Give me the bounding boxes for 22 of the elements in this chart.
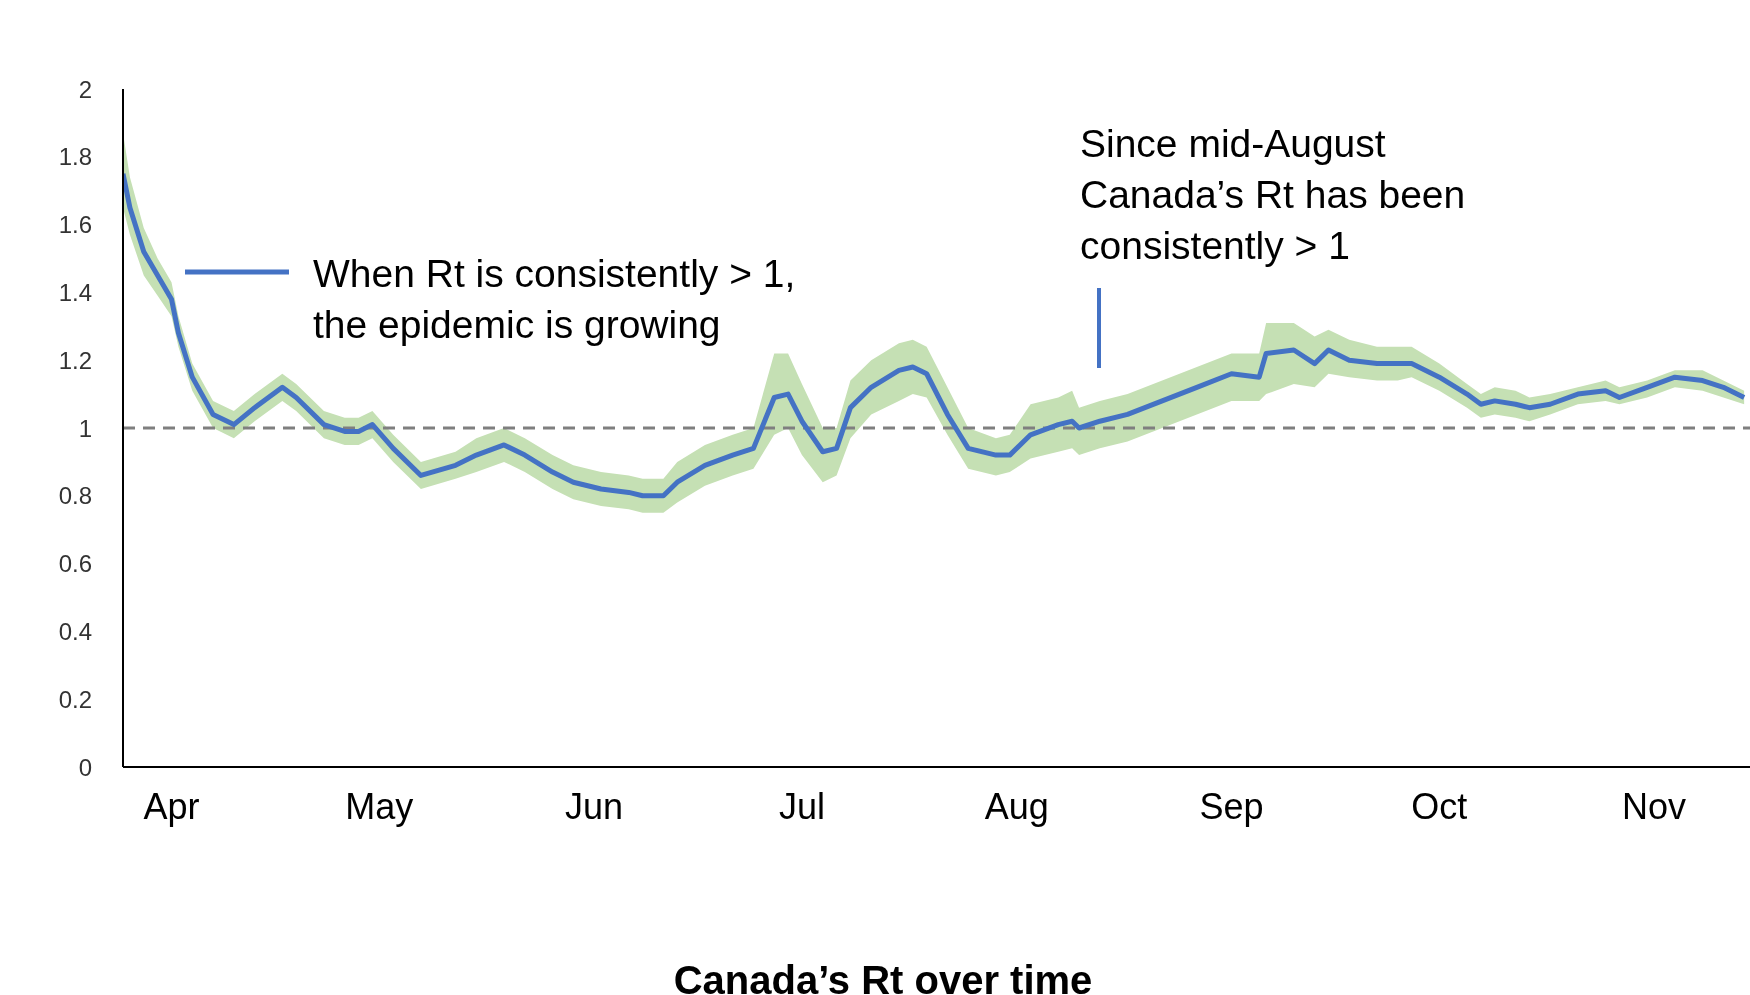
x-tick-label: Oct <box>1411 785 1468 827</box>
y-tick-label: 1.8 <box>58 143 92 171</box>
x-tick-label: Sep <box>1199 785 1264 827</box>
y-tick-label: 2 <box>78 75 92 103</box>
y-tick-label: 0.4 <box>58 617 92 645</box>
y-tick-label: 0 <box>78 753 92 781</box>
legend-label: When Rt is consistently > 1, the epidemic is growing <box>313 251 797 348</box>
annotation: Since mid-August Canada’s Rt has been consistently > 1 <box>1080 121 1467 269</box>
y-tick-label: 1.6 <box>58 211 92 239</box>
x-tick-label: Aug <box>984 785 1049 827</box>
y-tick-label: 0.2 <box>58 685 92 713</box>
y-tick-label: 1.2 <box>58 346 92 374</box>
y-tick-label: 0.8 <box>58 482 92 510</box>
x-tick-label: Nov <box>1622 785 1687 827</box>
y-tick-label: 1.4 <box>58 278 92 306</box>
y-tick-label: 1 <box>78 414 92 442</box>
x-tick-label: Apr <box>143 785 200 827</box>
x-tick-label: Jun <box>565 785 624 827</box>
x-tick-label: May <box>345 785 414 827</box>
y-tick-label: 0.6 <box>58 550 92 578</box>
x-tick-label: Jul <box>778 785 825 827</box>
text: Canada’s Rt over time <box>672 958 1094 995</box>
